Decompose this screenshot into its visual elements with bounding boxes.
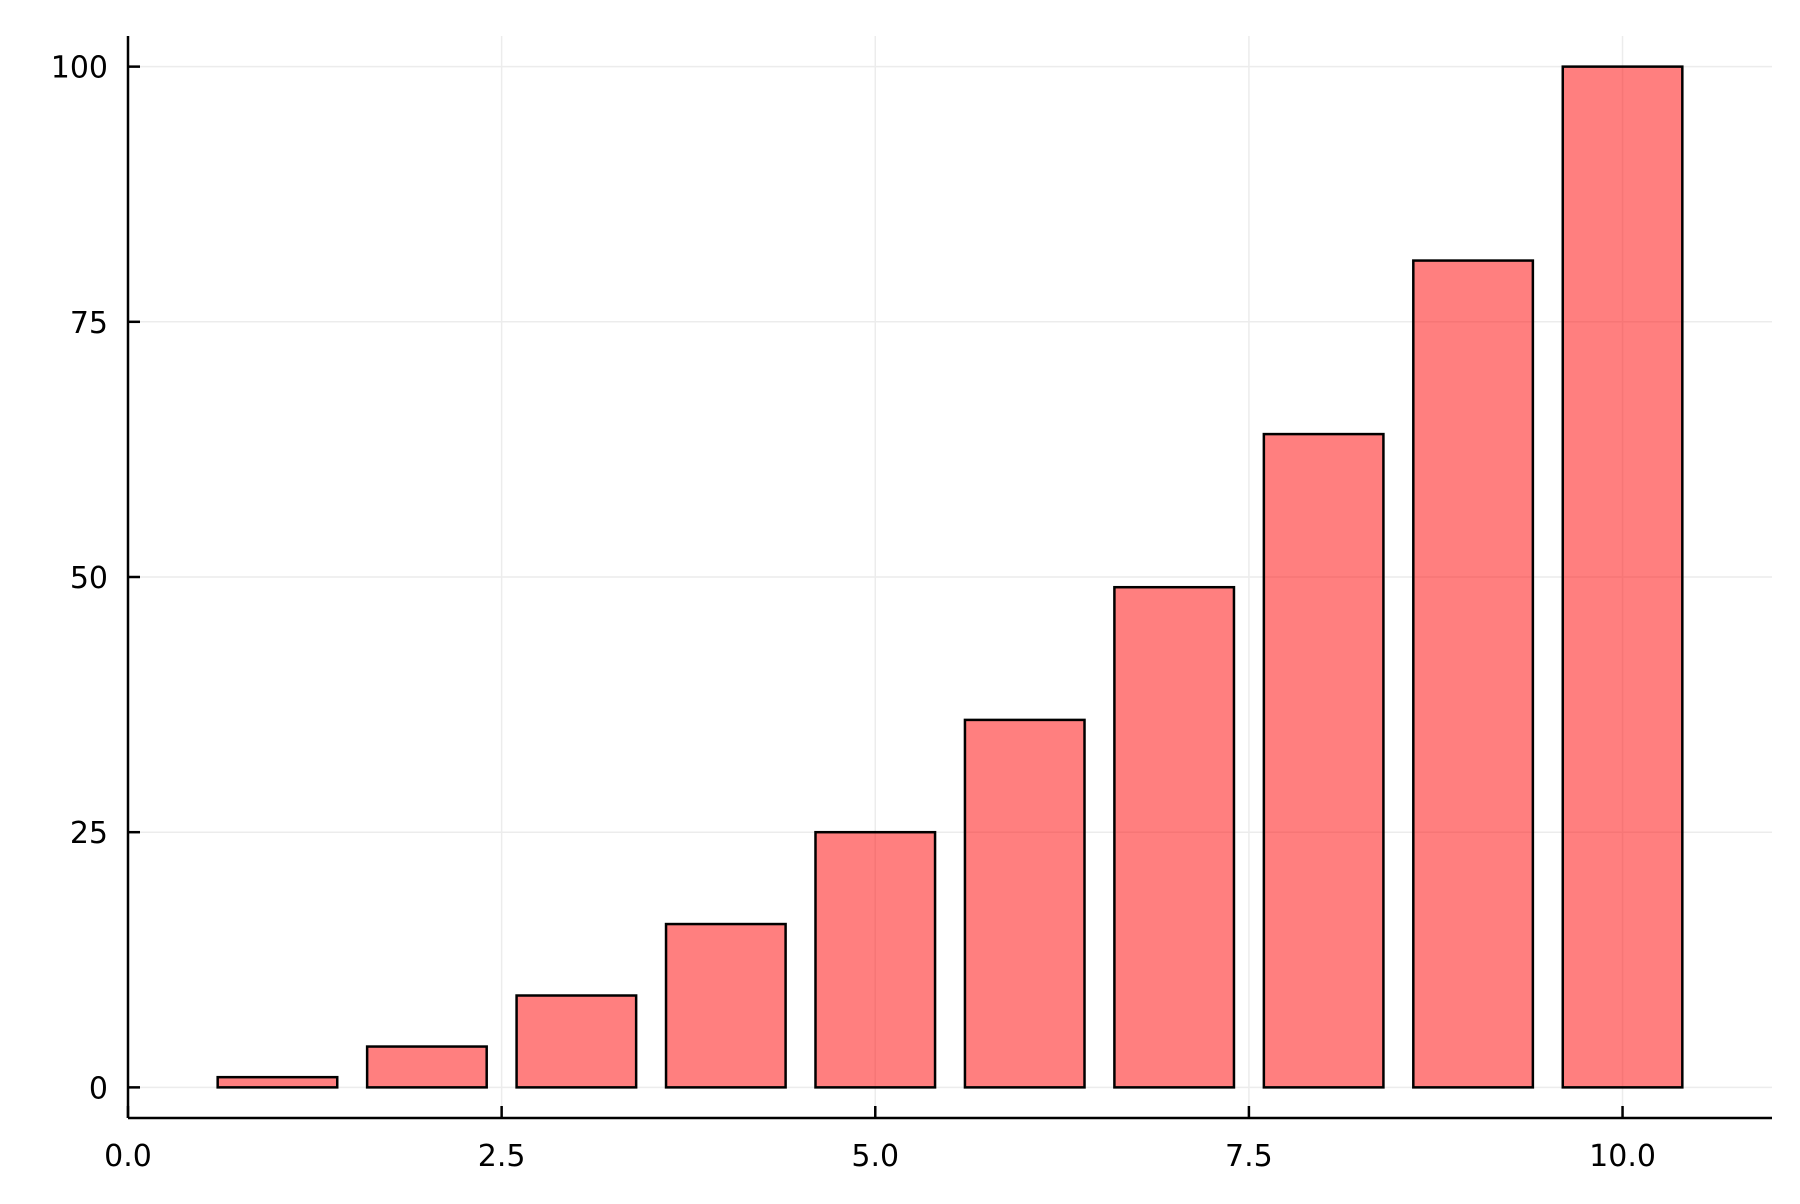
x-tick-label: 7.5 <box>1225 1139 1273 1174</box>
y-tick-label: 75 <box>70 306 108 341</box>
y-tick-label: 50 <box>70 561 108 596</box>
bar-4 <box>664 922 787 1089</box>
x-tick-label: 0.0 <box>104 1139 152 1174</box>
bar-5 <box>814 830 937 1089</box>
bar-3 <box>515 994 638 1089</box>
bar-6 <box>963 718 1086 1089</box>
bar-8 <box>1262 432 1385 1089</box>
bar-2 <box>365 1045 488 1089</box>
bar-9 <box>1412 259 1535 1089</box>
x-tick-label: 5.0 <box>851 1139 899 1174</box>
y-tick-label: 0 <box>89 1071 108 1106</box>
y-tick-label: 100 <box>51 51 108 86</box>
axes <box>126 36 1772 1120</box>
bar-series <box>216 65 1684 1089</box>
bar-1 <box>216 1075 339 1089</box>
x-tick-label: 10.0 <box>1589 1139 1656 1174</box>
x-tick-label: 2.5 <box>478 1139 526 1174</box>
bar-7 <box>1113 585 1236 1089</box>
tick-labels: 0.0 2.5 5.0 7.5 10.0 0 25 50 75 100 <box>51 51 1656 1174</box>
bar-10 <box>1561 65 1684 1089</box>
y-tick-label: 25 <box>70 816 108 851</box>
